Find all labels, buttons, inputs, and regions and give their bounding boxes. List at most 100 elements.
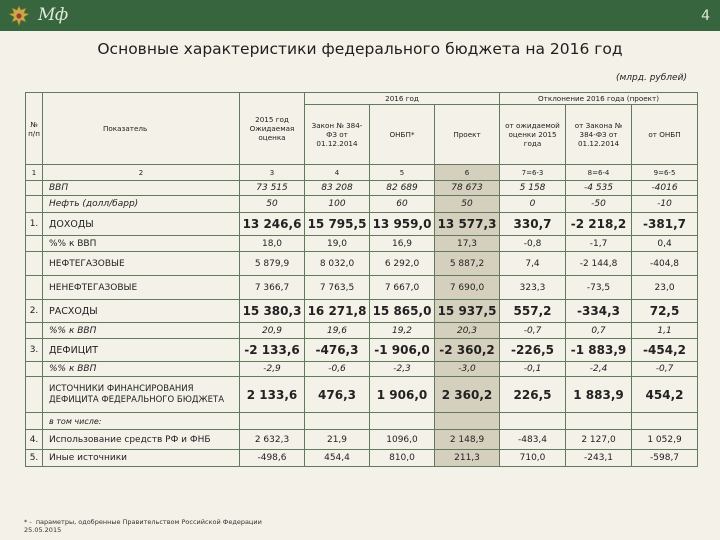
header-col-dev-estimate: от ожидаемой оценки 2015 года [499,104,567,165]
table-cell: -334,3 [565,299,633,323]
header-col-onbp: ОНБП* [369,104,435,165]
table-cell: 7 667,0 [369,275,435,300]
ministry-logo: Мф [38,5,68,25]
table-cell: 226,5 [499,376,567,413]
table-cell: 476,3 [304,376,370,413]
table-cell [565,412,633,430]
table-cell: -2,9 [239,361,305,377]
table-cell: -73,5 [565,275,633,300]
row-label: Нефть (долл/барр) [42,195,240,213]
table-cell: -2 133,6 [239,338,305,362]
table-cell: 5 879,9 [239,251,305,276]
table-cell: -10 [631,195,699,213]
row-label: в том числе: [42,412,240,430]
table-cell: 810,0 [369,449,435,467]
table-row: 2. РАСХОДЫ 15 380,3 16 271,8 15 865,0 15 937,… [25,299,699,323]
table-cell: 2 127,0 [565,429,633,450]
row-number: 4. [25,429,43,450]
units-label: (млрд. рублей) [616,73,687,83]
row-label: НЕНЕФТЕГАЗОВЫЕ [42,275,240,300]
column-number: 6 [433,164,501,181]
table-cell: 0,4 [631,235,699,252]
table-row: ВВП 73 515 83 208 82 689 78 673 5 158 -4 535 -4… [25,180,699,196]
table-row: %% к ВВП 20,9 19,6 19,2 20,3 -0,7 0,7 1,1 [25,322,699,339]
table-cell: 7 690,0 [433,275,501,300]
header-col-indicator: Показатель [42,92,240,165]
header-col-project: Проект [433,104,501,165]
table-cell: 710,0 [499,449,567,467]
table-cell: 19,0 [304,235,370,252]
table-cell: 0 [499,195,567,213]
row-number [25,361,43,377]
table-cell: 1096,0 [369,429,435,450]
row-label: %% к ВВП [42,322,240,339]
table-row: НЕНЕФТЕГАЗОВЫЕ 7 366,7 7 763,5 7 667,0 7 690… [25,275,699,300]
row-number [25,251,43,276]
table-cell: 13 577,3 [433,212,501,236]
table-cell: 1 052,9 [631,429,699,450]
column-number: 1 [25,164,43,181]
table-cell: 5 887,2 [433,251,501,276]
row-label: %% к ВВП [42,235,240,252]
header-group-2016: 2016 год [303,92,501,105]
header-col-law: Закон № 384-ФЗ от 01.12.2014 [304,104,370,165]
table-row: 3. ДЕФИЦИТ -2 133,6 -476,3 -1 906,0 -2 360,2-… [25,338,699,362]
table-cell: -2,4 [565,361,633,377]
column-number: 7=6-3 [499,164,567,181]
table-cell: 73 515 [239,180,305,196]
table-cell: 50 [239,195,305,213]
table-cell: -2,3 [369,361,435,377]
table-cell: -1 906,0 [369,338,435,362]
column-number: 3 [239,164,305,181]
column-number: 8=6-4 [565,164,633,181]
header-group-deviation: Отклонение 2016 года (проект) [499,92,699,105]
table-cell [631,412,699,430]
row-number [25,412,43,430]
table-cell: 23,0 [631,275,699,300]
header-col-dev-onbp: от ОНБП [631,104,699,165]
table-cell: 83 208 [304,180,370,196]
table-cell: -4016 [631,180,699,196]
table-cell: -0,7 [631,361,699,377]
header-col-dev-law: от Закона № 384-ФЗ от 01.12.2014 [565,104,633,165]
table-cell: 211,3 [433,449,501,467]
table-cell: 15 380,3 [239,299,305,323]
table-row: 1. ДОХОДЫ 13 246,6 15 795,5 13 959,0 13 577,3… [25,212,699,236]
row-label: %% к ВВП [42,361,240,377]
row-label: ВВП [42,180,240,196]
footnote-text: параметры, одобренные Правительством Рос… [35,518,262,526]
table-row: 4. Использование средств РФ и ФНБ 2 632,3 2… [25,429,699,450]
table-cell: -498,6 [239,449,305,467]
table-cell: 15 795,5 [304,212,370,236]
table-row: 5. Иные источники -498,6 454,4 810,0 211,3 710… [25,449,699,467]
table-cell: 0,7 [565,322,633,339]
table-cell: -1 883,9 [565,338,633,362]
table-cell: 2 632,3 [239,429,305,450]
table-cell: 330,7 [499,212,567,236]
table-cell: -454,2 [631,338,699,362]
footnote: * - параметры, одобренные Правительством… [24,518,262,534]
table-cell: -243,1 [565,449,633,467]
table-cell: -2 360,2 [433,338,501,362]
table-cell: 1 883,9 [565,376,633,413]
table-cell [239,412,305,430]
footnote-date: 25.05.2015 [24,526,62,534]
table-row: %% к ВВП -2,9 -0,6 -2,3 -3,0 -0,1 -2,4 -0,7 [25,361,699,377]
row-number [25,180,43,196]
table-cell: -0,8 [499,235,567,252]
table-cell: 7,4 [499,251,567,276]
table-cell: 17,3 [433,235,501,252]
row-number [25,275,43,300]
table-cell: 13 959,0 [369,212,435,236]
table-cell: -2 144,8 [565,251,633,276]
table-cell: 50 [433,195,501,213]
column-number-row: 1 2 3 4 5 6 7=6-3 8=6-4 9=6-5 [25,164,699,181]
table-row: Нефть (долл/барр) 50 100 60 50 0 -50 -10 [25,195,699,213]
table-cell: 100 [304,195,370,213]
table-cell: 8 032,0 [304,251,370,276]
table-cell: 557,2 [499,299,567,323]
table-cell: 454,2 [631,376,699,413]
header-col-number: № п/п [25,92,43,165]
row-number [25,195,43,213]
table-cell: 323,3 [499,275,567,300]
